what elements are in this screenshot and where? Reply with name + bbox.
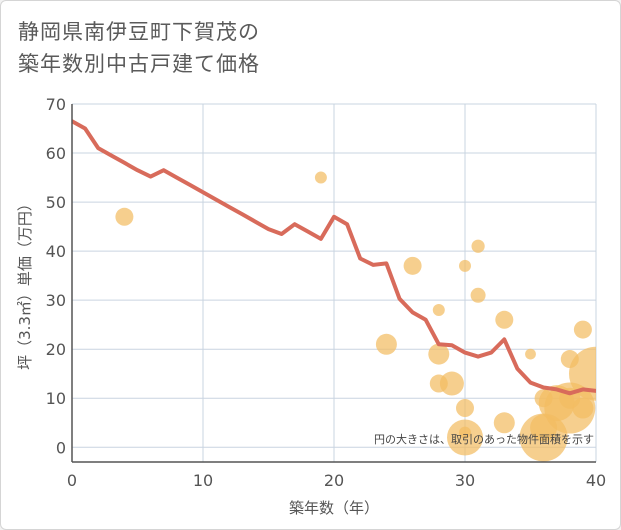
y-tick-label: 20: [46, 340, 66, 359]
line-layer: [72, 119, 596, 396]
y-tick-label: 60: [46, 144, 66, 163]
x-tick-label: 0: [67, 471, 77, 490]
bubble-point: [534, 389, 553, 408]
x-tick-label: 10: [193, 471, 213, 490]
x-axis-label: 築年数（年）: [289, 499, 379, 517]
bubble-point: [495, 310, 514, 329]
grid-lines: [71, 103, 597, 462]
bubble-point: [432, 303, 445, 316]
bubble-point: [471, 239, 485, 253]
bubble-point: [525, 348, 536, 360]
x-tick-label: 30: [455, 471, 475, 490]
bubble-point: [456, 399, 474, 418]
bubble-layer: [115, 171, 596, 462]
bubble-point: [439, 371, 464, 396]
bubble-point: [560, 350, 579, 369]
x-tick-label: 40: [586, 471, 606, 490]
y-tick-label: 30: [46, 291, 66, 310]
bubble-point: [493, 412, 515, 434]
y-tick-label: 70: [46, 95, 66, 114]
bubble-point: [375, 333, 397, 355]
bubble-point: [470, 287, 486, 303]
y-tick-label: 10: [46, 389, 66, 408]
x-tick-label: 20: [324, 471, 344, 490]
axes: [71, 104, 596, 463]
bubble-size-note: 円の大きさは、取引のあった物件面積を示す: [374, 432, 594, 446]
tick-labels: 0 10 20 30 40 50 60 70 0 10 20 30 40: [46, 95, 607, 490]
y-tick-label: 50: [46, 193, 66, 212]
chart-title-line-2: 築年数別中古戸建て価格: [18, 52, 260, 76]
bubble-point: [429, 374, 448, 393]
bubble-point: [403, 256, 422, 275]
bubble-point: [428, 343, 450, 365]
bubble-point: [314, 171, 327, 184]
y-tick-label: 40: [46, 242, 66, 261]
bubble-point: [459, 259, 471, 272]
average-price-line: [72, 119, 596, 396]
bubble-point: [115, 207, 134, 226]
chart-title: 静岡県南伊豆町下賀茂の 築年数別中古戸建て価格: [18, 16, 260, 80]
bubble-point: [573, 320, 592, 339]
y-axis-label: 坪（3.3㎡）単価（万円）: [16, 196, 34, 370]
chart-title-line-1: 静岡県南伊豆町下賀茂の: [18, 20, 260, 44]
y-tick-label: 0: [56, 438, 66, 457]
bubble-point: [530, 414, 558, 442]
bubble-point: [572, 397, 594, 419]
bubble-point: [459, 426, 471, 439]
